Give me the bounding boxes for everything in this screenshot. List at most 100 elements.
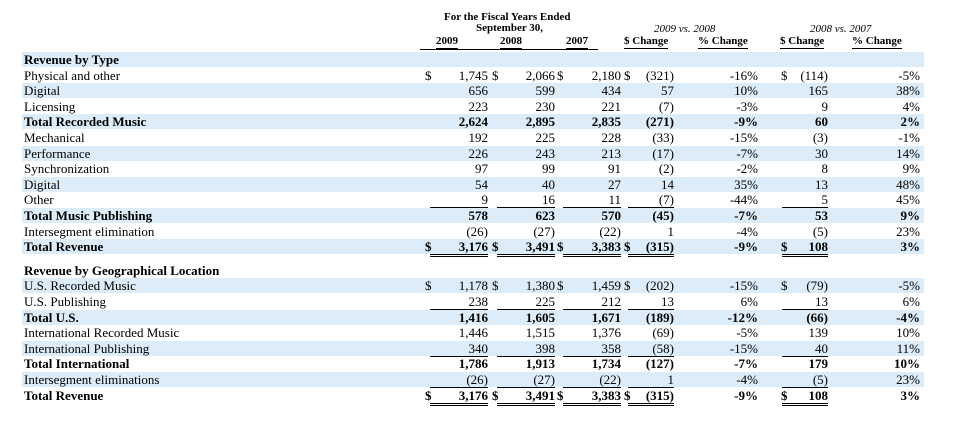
row-label: Total Music Publishing: [24, 208, 153, 223]
cell-d2: (5): [782, 224, 828, 240]
cell-c2007: (22): [563, 372, 621, 388]
cell-p1: -9%: [734, 114, 758, 130]
cell-c2008: 40: [542, 176, 555, 192]
cell-p1: -7%: [736, 145, 758, 161]
cell-d2: (5): [782, 372, 828, 388]
cell-p1: 10%: [734, 83, 758, 99]
cell-c2007: 213: [601, 145, 622, 161]
row-label: Total Revenue: [24, 387, 104, 403]
cell-c2009: 54: [475, 176, 488, 192]
cell-p1: -9%: [734, 239, 758, 255]
cell-c2008: 16: [497, 192, 555, 209]
cell-c2008: 99: [542, 161, 555, 177]
cell-d1: (7): [628, 192, 674, 209]
currency-symbol: $: [624, 67, 631, 83]
currency-symbol: $: [425, 278, 432, 294]
cell-p2: 11%: [896, 340, 920, 356]
cell-c2008: 623: [535, 208, 556, 223]
cell-c2008: 398: [497, 341, 555, 357]
currency-symbol: $: [624, 387, 631, 403]
cell-c2008: 225: [535, 130, 556, 145]
cell-p1: -16%: [729, 67, 758, 83]
cell-d2: 8: [821, 161, 829, 177]
cell-p2: -4%: [896, 309, 920, 325]
cell-d1: 1: [628, 224, 674, 240]
cell-p2: 2%: [900, 114, 921, 130]
cell-c2007: 3,383: [563, 388, 621, 406]
section-title: Revenue by Type: [24, 52, 119, 67]
cell-c2007: 1,734: [591, 356, 621, 372]
currency-symbol: $: [557, 239, 564, 255]
row-label: Performance: [24, 145, 91, 161]
year-header-rule: [420, 49, 598, 50]
cell-p2: 9%: [902, 161, 920, 177]
cell-c2008: (27): [497, 372, 555, 388]
cell-p1: -2%: [736, 161, 758, 177]
cell-c2009: 97: [475, 161, 488, 177]
currency-symbol: $: [492, 278, 499, 294]
currency-symbol: $: [781, 239, 788, 255]
cell-d1: (33): [652, 130, 674, 145]
currency-symbol: $: [781, 67, 788, 83]
cell-d1: 1: [628, 372, 674, 388]
cell-c2008: 2,895: [525, 114, 555, 130]
row-label: U.S. Recorded Music: [24, 278, 136, 294]
row-label: Other: [24, 192, 54, 208]
cell-p2: 23%: [896, 223, 920, 239]
cell-p2: 4%: [902, 98, 920, 114]
currency-symbol: $: [624, 239, 631, 255]
row-label: International Publishing: [24, 340, 150, 356]
cell-p1: 35%: [734, 176, 758, 192]
cell-c2008: 2,066: [525, 67, 555, 83]
cell-c2008: 1,605: [525, 309, 555, 325]
cell-d2: (114): [800, 67, 828, 83]
currency-symbol: $: [425, 387, 432, 403]
cell-d1: (58): [628, 341, 674, 357]
row-label: International Recorded Music: [24, 325, 180, 341]
currency-symbol: $: [557, 67, 564, 83]
section-header-row: Revenue by Geographical Location: [22, 263, 924, 278]
row-label: Total Recorded Music: [24, 114, 147, 130]
currency-symbol: $: [781, 387, 788, 403]
cell-p2: -5%: [898, 67, 920, 83]
cell-c2009: 1,745: [458, 67, 488, 83]
cell-d1: 13: [628, 294, 674, 310]
cell-d1: (321): [645, 67, 674, 83]
cell-c2007: 3,383: [563, 239, 621, 258]
row-label: Digital: [24, 83, 61, 99]
cell-c2008: (27): [497, 224, 555, 240]
row-label: U.S. Publishing: [24, 294, 106, 309]
cell-d1: (7): [628, 99, 674, 115]
currency-symbol: $: [492, 387, 499, 403]
cell-c2008: 3,491: [497, 388, 555, 406]
table-row: Digital 54 40 27 14 35% 13 48%: [22, 176, 924, 192]
table-row: Digital 656 599 434 57 10% 165 38%: [22, 83, 924, 99]
table-row: Intersegment eliminations (26) (27) (22) 1 -4…: [22, 372, 924, 388]
cell-p1: -4%: [736, 372, 758, 387]
cell-d2: 53: [815, 208, 828, 223]
cell-p2: 3%: [900, 387, 921, 403]
dollar-change-header-2: $ Change: [780, 35, 825, 49]
cell-c2009: 340: [430, 341, 488, 357]
year-header-2007: 2007: [566, 35, 588, 49]
table-row: International Recorded Music 1,446 1,515 1,…: [22, 325, 924, 340]
cell-p1: -15%: [729, 340, 758, 356]
table-row: Other 9 16 11 (7) -44% 5 45%: [22, 192, 924, 209]
cell-d1: (189): [645, 309, 674, 325]
cell-c2009: 1,416: [458, 309, 488, 325]
row-label: Synchronization: [24, 161, 110, 177]
cell-c2007: 221: [563, 99, 621, 115]
cell-p2: 6%: [902, 294, 920, 309]
row-label: Mechanical: [24, 130, 85, 145]
cell-d2: 13: [815, 176, 828, 192]
cell-p2: -5%: [898, 278, 920, 294]
cell-d2: 108: [782, 388, 828, 406]
cell-c2007: 358: [563, 341, 621, 357]
cell-c2009: 9: [430, 192, 488, 209]
cell-c2009: 656: [468, 83, 489, 99]
pct-change-header-1: % Change: [698, 35, 748, 49]
cell-c2009: 2,624: [458, 114, 488, 130]
cell-c2007: 1,459: [591, 278, 621, 294]
currency-symbol: $: [781, 278, 788, 294]
cell-p2: 9%: [900, 208, 921, 223]
